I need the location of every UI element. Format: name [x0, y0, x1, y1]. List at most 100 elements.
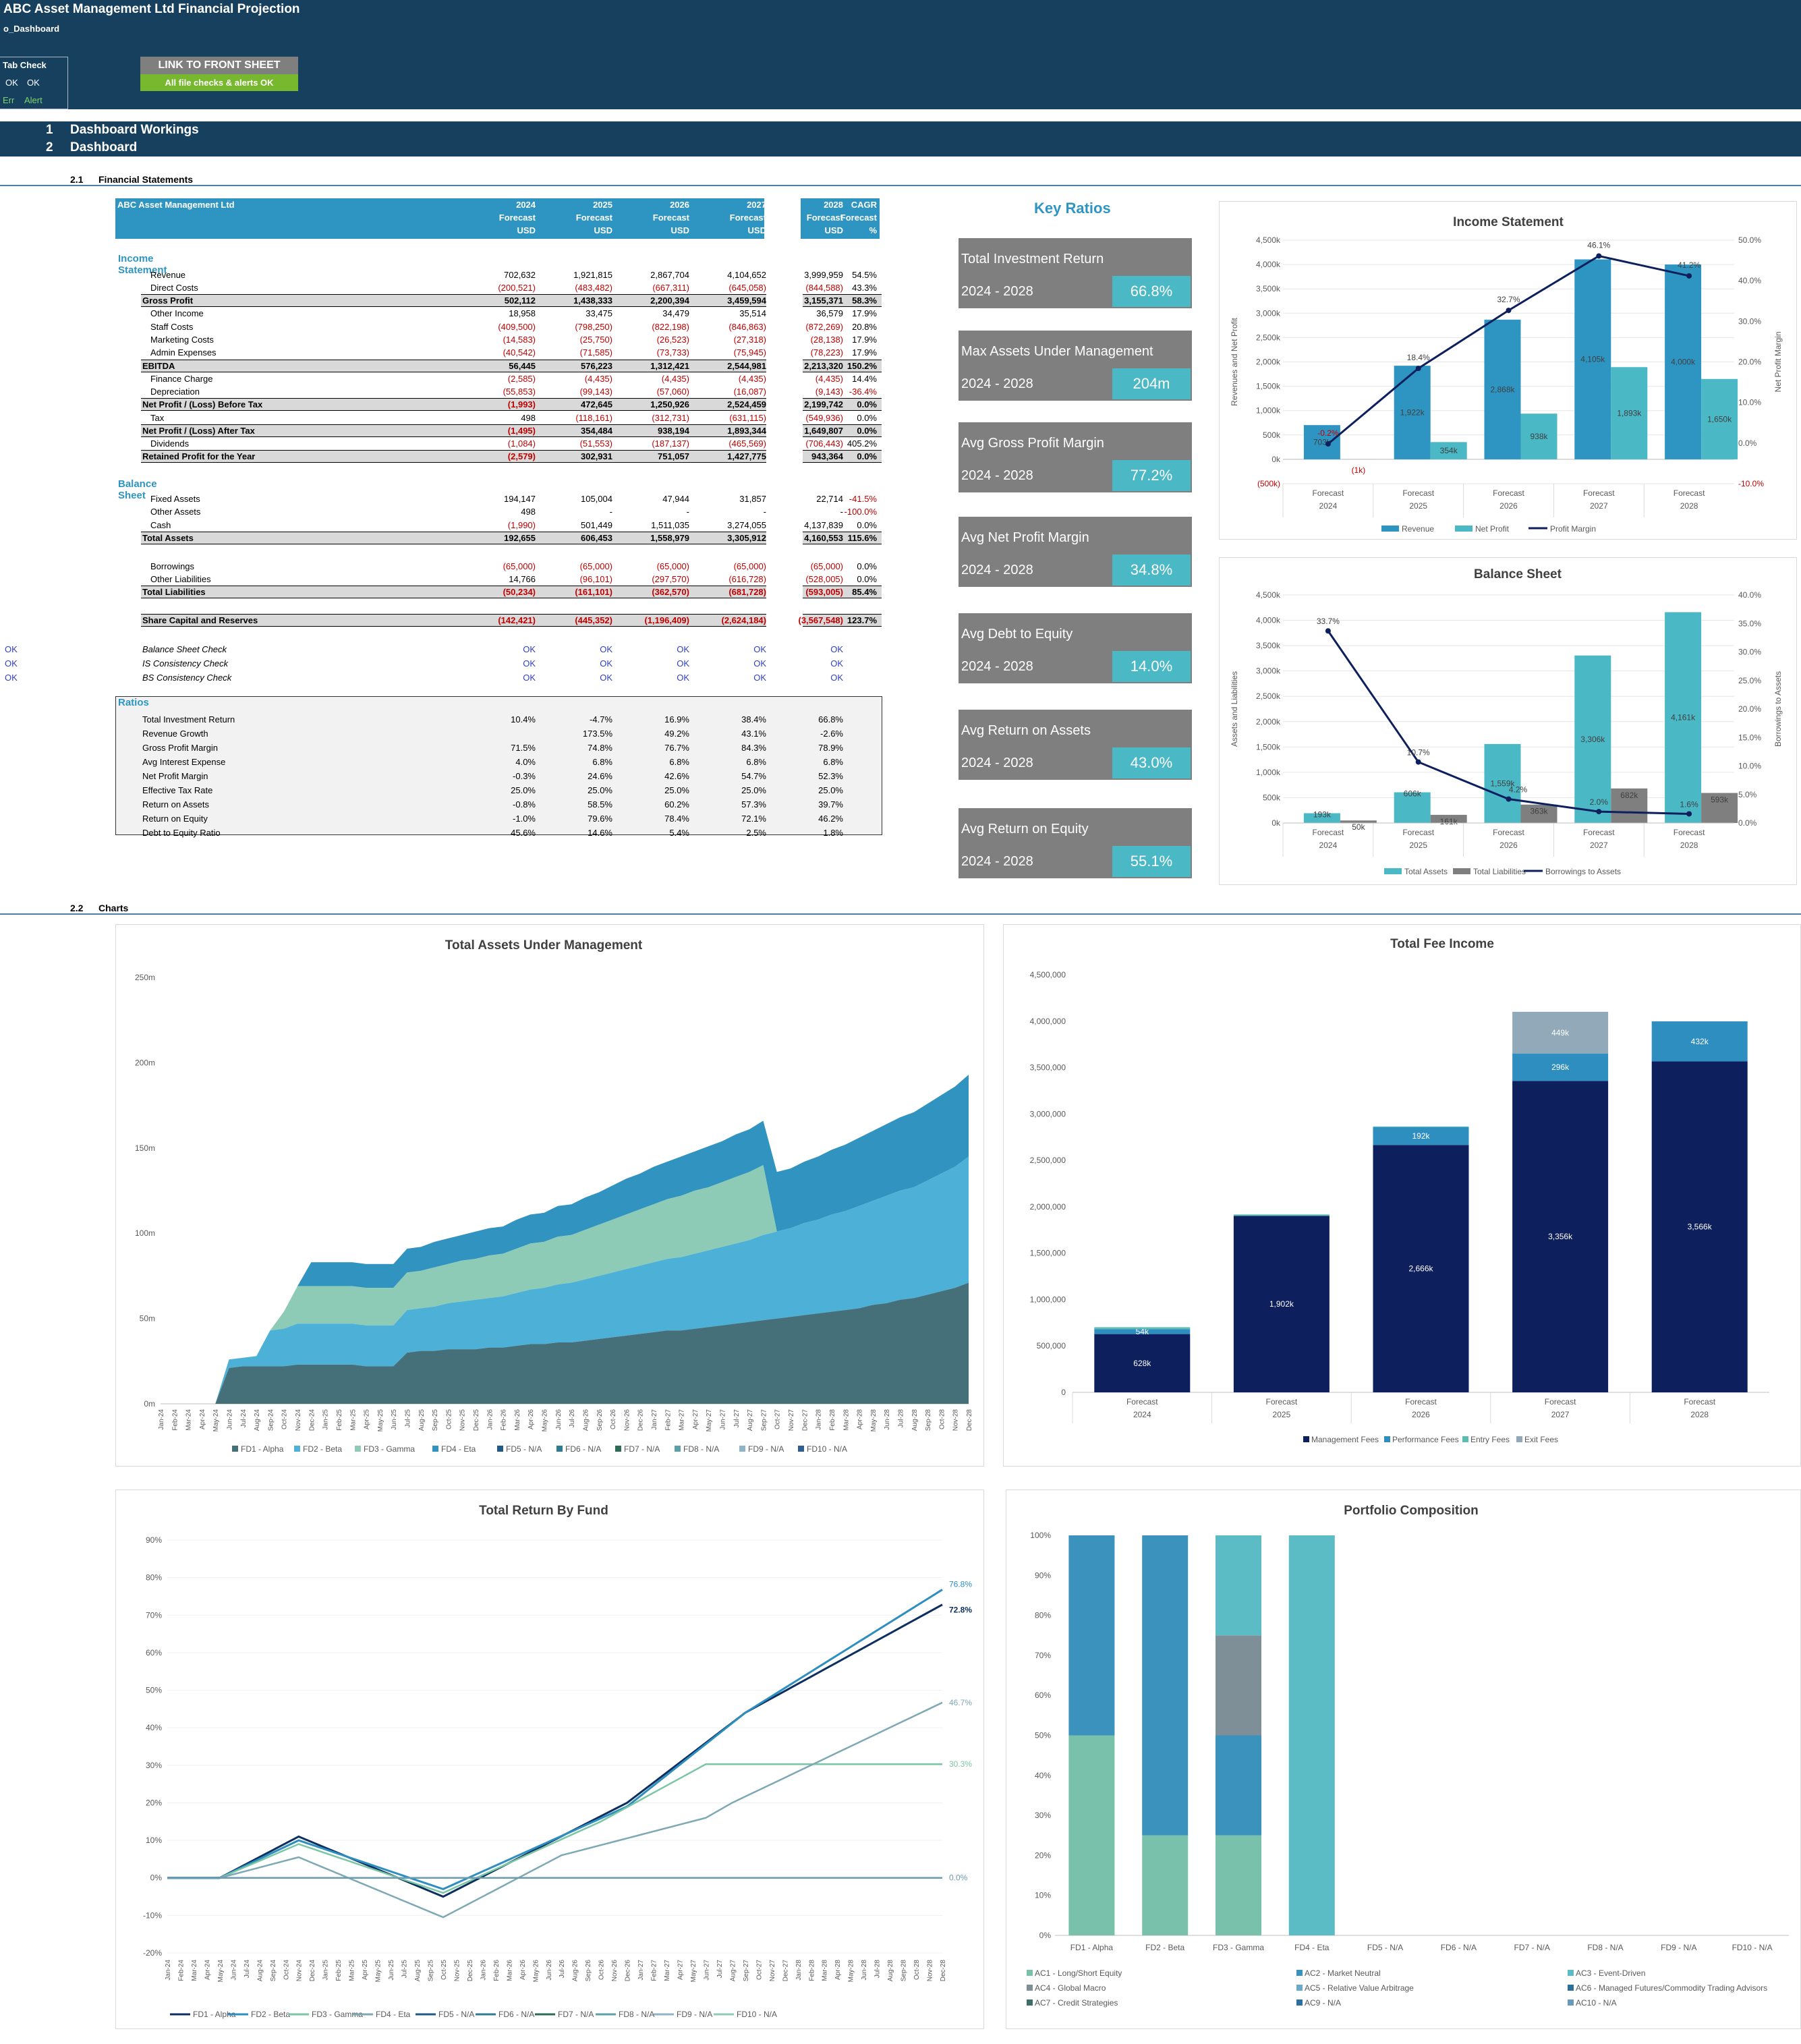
category-label: 2026 — [1412, 1410, 1430, 1419]
cell-value: 1,893,344 — [727, 426, 766, 436]
cell-value: 35,514 — [739, 308, 766, 318]
cell-value: -0.3% — [513, 771, 536, 781]
y2-tick: 10.0% — [1738, 762, 1761, 771]
cell-value: (96,101) — [579, 574, 612, 584]
key-ratio-period: 2024 - 2028 — [961, 756, 1033, 770]
y-axis-label: Revenues and Net Profit — [1230, 317, 1239, 405]
category-label: FD10 - N/A — [1732, 1943, 1773, 1952]
cell-value: 2.5% — [746, 828, 766, 838]
y-tick: 3,000,000 — [1030, 1109, 1066, 1118]
category-label: FD3 - Gamma — [1213, 1943, 1264, 1952]
table-row: Gross Profit 502,112 1,438,333 2,200,394 3,4… — [0, 294, 1801, 307]
total-return-chart: Total Return By Fund -20% -10% 0% 10% 20% 30% 4… — [115, 1489, 984, 2029]
x-tick: Nov-24 — [296, 1960, 304, 1982]
row-total-band — [141, 360, 766, 372]
dashboard-nav: 1 Dashboard Workings 2 Dashboard — [0, 121, 1801, 157]
y2-tick: 40.0% — [1738, 276, 1761, 285]
cell-value: 6.8% — [669, 757, 689, 767]
y-tick: 20% — [1035, 1850, 1051, 1860]
legend-swatch — [1027, 1985, 1033, 1991]
cell-value: 606,453 — [581, 533, 612, 543]
cell-value: 49.2% — [664, 729, 689, 739]
x-tick: Aug-25 — [418, 1409, 426, 1431]
year-header: 2025 — [593, 200, 612, 210]
check-flag: OK — [5, 673, 18, 683]
borrowings-point — [1596, 809, 1602, 815]
x-tick: Oct-25 — [440, 1960, 448, 1980]
cell-value: (71,585) — [579, 347, 612, 358]
row-label: Admin Expenses — [150, 347, 217, 358]
x-tick: Mar-24 — [185, 1409, 193, 1431]
revenue-bar — [1303, 425, 1340, 459]
legend-label: FD1 - Alpha — [241, 1444, 284, 1454]
cell-value: OK — [600, 658, 612, 669]
y2-tick: -10.0% — [1738, 479, 1764, 488]
cell-value: 3,999,959 — [804, 270, 843, 280]
cell-value: (483,482) — [575, 283, 612, 293]
legend-swatch — [1568, 1999, 1574, 2006]
legend-label: FD5 - N/A — [438, 2010, 474, 2019]
cell-value: 4.0% — [515, 757, 536, 767]
cell-value: (645,058) — [728, 283, 766, 293]
row-label: Staff Costs — [150, 322, 194, 332]
profit-margin-point — [1415, 366, 1421, 372]
year-header: Forecast — [806, 212, 843, 223]
key-ratio-label: Avg Debt to Equity — [961, 627, 1073, 642]
cell-value: 498 — [521, 507, 536, 517]
chart-title: Balance Sheet — [1474, 567, 1562, 581]
year-header: Forecast — [652, 212, 689, 223]
cell-value: (65,000) — [810, 561, 843, 571]
cell-value: 60.2% — [664, 799, 689, 810]
legend-label: FD2 - Beta — [303, 1444, 342, 1454]
row-label: Net Profit / (Loss) After Tax — [142, 426, 255, 436]
cell-value: 938,194 — [658, 426, 689, 436]
y-tick: 20% — [146, 1798, 162, 1807]
link-to-front-sheet-button[interactable]: LINK TO FRONT SHEET — [140, 57, 298, 74]
legend-label: AC10 - N/A — [1576, 1998, 1617, 2008]
cell-value: (50,234) — [503, 587, 536, 597]
cell-value: 54.7% — [741, 771, 766, 781]
profit-margin-point — [1596, 253, 1602, 259]
cell-value: 25.0% — [664, 785, 689, 795]
x-tick: May-28 — [848, 1960, 855, 1983]
y-tick: 1,500k — [1256, 382, 1281, 391]
y-tick: 3,500k — [1256, 284, 1281, 293]
x-tick: Nov-24 — [295, 1409, 302, 1431]
cagr-value: -41.5% — [849, 494, 877, 504]
return-line-0 — [167, 1603, 943, 1898]
row-label: Direct Costs — [150, 283, 198, 293]
cell-value: 2,213,320 — [804, 361, 843, 371]
y-tick: 1,500,000 — [1030, 1249, 1066, 1258]
borrowings-label: 10.7% — [1407, 748, 1430, 758]
composition-bar — [1142, 1835, 1189, 1935]
cagr-value: -100.0% — [844, 507, 877, 517]
x-tick: Nov-28 — [927, 1960, 934, 1982]
cell-value: (312,731) — [652, 413, 689, 423]
y-tick: 4,500k — [1256, 590, 1281, 600]
row-total-band — [803, 360, 882, 372]
y-tick: 0 — [1061, 1388, 1066, 1397]
table-row: EBITDA 56,445 576,223 1,312,421 2,544,981 2,2… — [0, 360, 1801, 372]
table-row: IS Consistency Check OK OK OK OK OK OK — [0, 657, 1801, 670]
cell-value: - — [763, 507, 766, 517]
composition-bar — [1216, 1735, 1261, 1836]
y-tick: 3,000k — [1256, 308, 1281, 318]
legend-swatch — [1381, 526, 1399, 532]
table-row: Cash (1,990) 501,449 1,511,035 3,274,055 4,13… — [0, 519, 1801, 532]
table-row: Other Assets 498- - - - -100.0% — [0, 505, 1801, 518]
category-label: Forecast — [1313, 828, 1344, 837]
cell-value: OK — [753, 644, 766, 654]
row-total-band — [141, 532, 766, 544]
cagr-value: 17.9% — [852, 347, 877, 358]
cell-value: 1,558,979 — [650, 533, 689, 543]
row-label: Borrowings — [150, 561, 195, 571]
net-profit-bar — [1430, 442, 1467, 459]
x-tick: Apr-25 — [364, 1409, 371, 1429]
key-ratio-card: Total Investment Return 2024 - 2028 66.8% — [959, 238, 1192, 308]
legend-swatch — [615, 1446, 621, 1452]
total-assets-label: 193k — [1313, 810, 1332, 820]
x-tick: Sep-27 — [743, 1960, 750, 1982]
fee-bar-performance-fees — [1651, 1021, 1748, 1062]
cell-value: (844,588) — [805, 283, 843, 293]
y-tick: 3,000k — [1256, 666, 1281, 676]
